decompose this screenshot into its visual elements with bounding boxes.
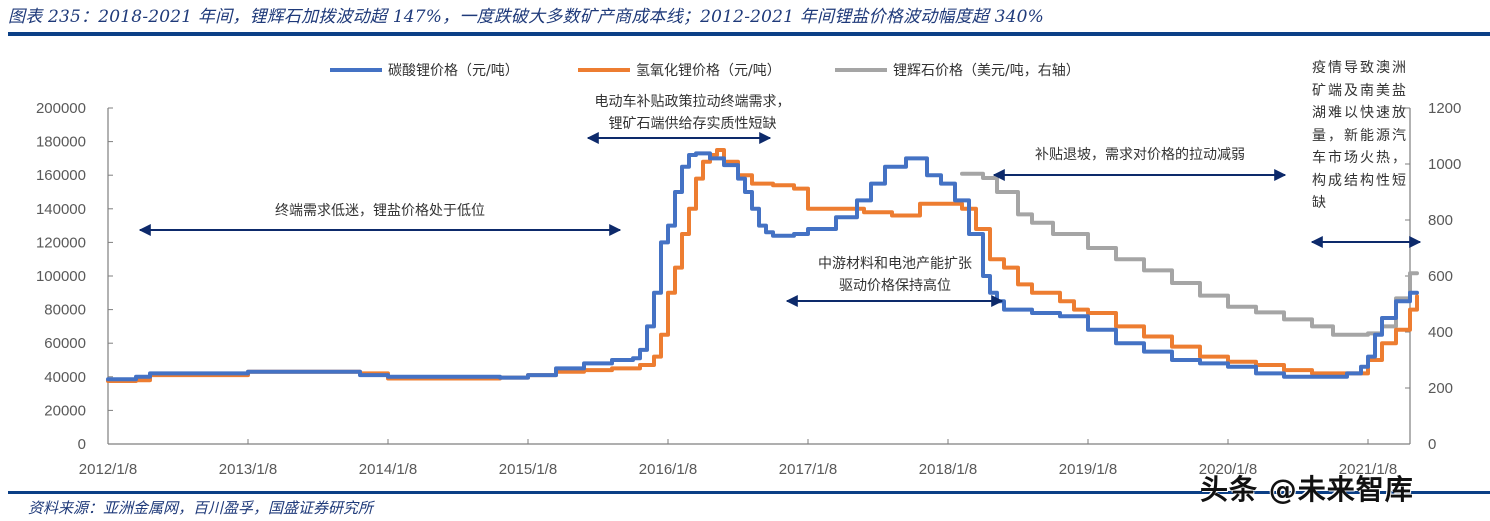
watermark: 头条 @未来智库 (1200, 473, 1414, 506)
legend-item-lioh: 氢氧化锂价格（元/吨） (578, 60, 781, 80)
legend-label-lioh: 氢氧化锂价格（元/吨） (636, 63, 781, 79)
series-line-2 (960, 171, 1419, 337)
top-rule (8, 32, 1490, 36)
chart-axes: 2000001800001600001400001200001000008000… (36, 100, 1461, 478)
annotation-phase3-line2: 驱动价格保持高位 (839, 278, 951, 294)
annotation-phase1: 终端需求低迷，锂盐价格处于低位 (275, 203, 485, 219)
annotation-phase2: 电动车补贴政策拉动终端需求， 锂矿石端供给存实质性短缺 (560, 91, 825, 135)
x-tick-label: 2013/1/8 (219, 461, 277, 478)
y2-tick-label: 1200 (1428, 100, 1461, 117)
y-tick-label: 120000 (36, 234, 86, 251)
y-tick-label: 40000 (44, 369, 86, 386)
y2-tick-label: 200 (1428, 380, 1453, 397)
y-tick-label: 200000 (36, 100, 86, 117)
x-tick-label: 2015/1/8 (499, 461, 557, 478)
legend-swatch-lioh (578, 68, 630, 72)
legend-item-spodumene: 锂辉石价格（美元/吨，右轴） (835, 60, 1080, 80)
y-tick-label: 180000 (36, 134, 86, 151)
series-line-0 (106, 151, 1419, 382)
source-note: 资料来源：亚洲金属网，百川盈孚，国盛证券研究所 (28, 499, 374, 517)
y2-tick-label: 800 (1428, 212, 1453, 229)
annotation-phase4: 补贴退坡，需求对价格的拉动减弱 (1035, 147, 1245, 163)
y-tick-label: 20000 (44, 402, 86, 419)
y-tick-label: 140000 (36, 201, 86, 218)
y2-tick-label: 1000 (1428, 156, 1461, 173)
x-tick-label: 2019/1/8 (1059, 461, 1117, 478)
y-tick-label: 80000 (44, 302, 86, 319)
annotation-arrows (138, 132, 1422, 307)
x-tick-label: 2016/1/8 (639, 461, 697, 478)
legend-swatch-spodumene (835, 68, 887, 72)
y2-tick-label: 0 (1428, 436, 1436, 453)
y-tick-label: 0 (78, 436, 86, 453)
x-tick-label: 2017/1/8 (779, 461, 837, 478)
x-tick-label: 2012/1/8 (79, 461, 137, 478)
annotation-phase2-line1: 电动车补贴政策拉动终端需求， (594, 94, 791, 110)
legend-label-spodumene: 锂辉石价格（美元/吨，右轴） (893, 63, 1080, 79)
bottom-rule (8, 491, 1490, 494)
legend-swatch-li2co3 (330, 68, 382, 72)
annotation-phase3: 中游材料和电池产能扩张 驱动价格保持高位 (790, 253, 1000, 297)
x-tick-label: 2021/1/8 (1339, 461, 1397, 478)
y2-tick-label: 400 (1428, 324, 1453, 341)
x-tick-label: 2020/1/8 (1199, 461, 1257, 478)
y-tick-label: 100000 (36, 268, 86, 285)
x-tick-label: 2014/1/8 (359, 461, 417, 478)
annotation-phase2-line2: 锂矿石端供给存实质性短缺 (608, 116, 777, 132)
figure-title: 图表 235：2018-2021 年间，锂辉石加拨波动超 147%，一度跌破大多… (8, 7, 1045, 27)
y2-tick-label: 600 (1428, 268, 1453, 285)
chart-series (106, 148, 1419, 383)
y-tick-label: 60000 (44, 335, 86, 352)
y-tick-label: 160000 (36, 167, 86, 184)
annotation-phase3-line1: 中游材料和电池产能扩张 (818, 256, 972, 272)
annotation-phase5: 疫情导致澳洲矿端及南美盐湖难以快速放量，新能源汽车市场火热，构成结构性短缺 (1312, 60, 1408, 211)
x-tick-label: 2018/1/8 (919, 461, 977, 478)
legend-label-li2co3: 碳酸锂价格（元/吨） (388, 63, 519, 79)
legend-item-li2co3: 碳酸锂价格（元/吨） (330, 60, 519, 80)
series-line-1 (106, 148, 1419, 383)
